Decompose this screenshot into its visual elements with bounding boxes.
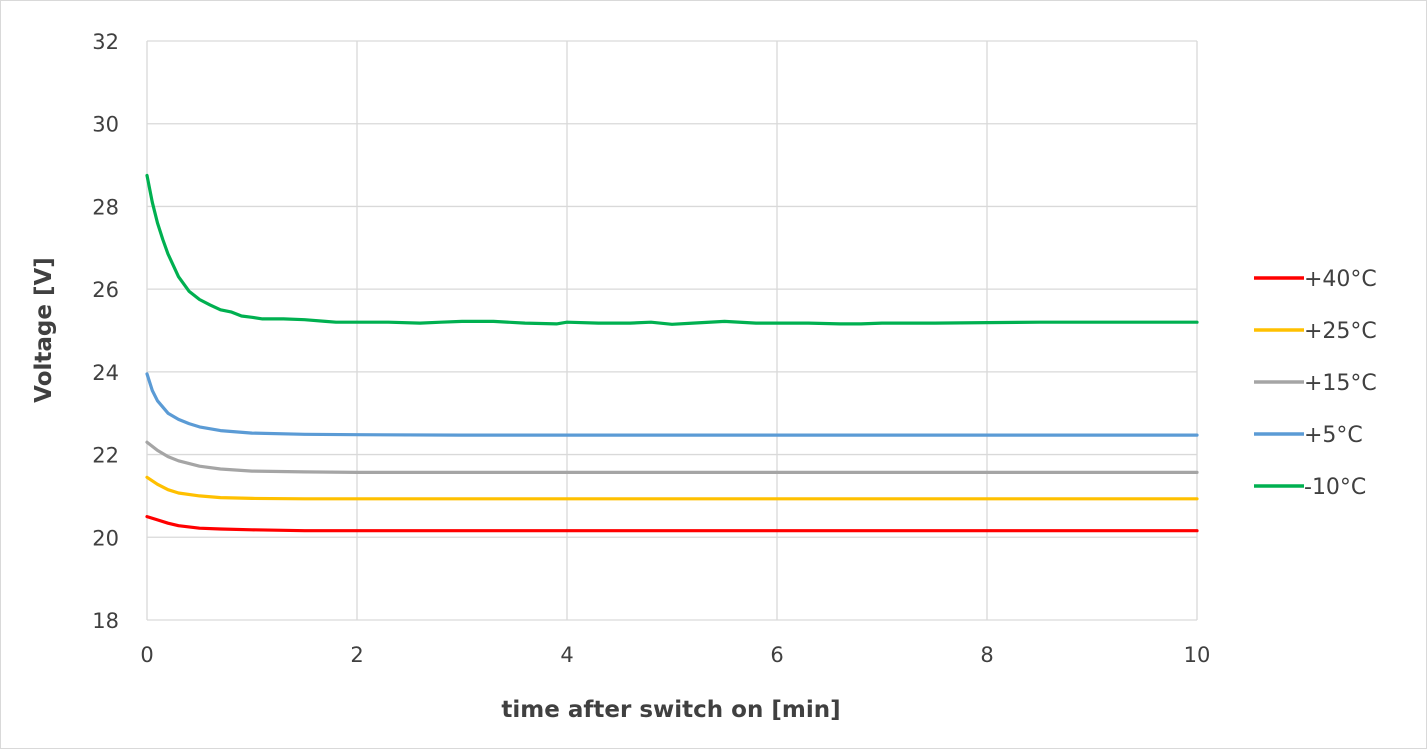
- x-tick-label: 2: [350, 643, 363, 667]
- y-tick-label: 24: [92, 361, 119, 385]
- y-tick-label: 22: [92, 444, 119, 468]
- series-line-4: [145, 173, 1199, 326]
- series-line-1: [145, 475, 1199, 501]
- y-tick-label: 32: [92, 30, 119, 54]
- legend: +40°C +25°C +15°C +5°C -10°C: [1254, 267, 1377, 500]
- gridlines: [146, 40, 1198, 621]
- x-tick-label: 8: [980, 643, 993, 667]
- series-line-2: [145, 440, 1199, 474]
- series-lines: [145, 173, 1199, 533]
- x-tick-label: 4: [560, 643, 573, 667]
- legend-item: +15°C: [1254, 371, 1377, 396]
- y-tick-label: 26: [92, 278, 119, 302]
- legend-label: -10°C: [1304, 475, 1366, 500]
- series-line-0: [145, 514, 1199, 533]
- legend-label: +5°C: [1304, 423, 1363, 448]
- x-axis-ticks: 0 2 4 6 8 10: [140, 643, 1210, 667]
- y-tick-label: 20: [92, 526, 119, 550]
- y-tick-label: 30: [92, 113, 119, 137]
- y-tick-label: 18: [92, 609, 119, 633]
- legend-item: +40°C: [1254, 267, 1377, 292]
- x-tick-label: 6: [770, 643, 783, 667]
- legend-label: +40°C: [1304, 267, 1377, 292]
- x-tick-label: 0: [140, 643, 153, 667]
- legend-item: -10°C: [1254, 475, 1366, 500]
- legend-label: +15°C: [1304, 371, 1377, 396]
- series-line-3: [145, 372, 1199, 437]
- legend-item: +25°C: [1254, 319, 1377, 344]
- x-tick-label: 10: [1184, 643, 1211, 667]
- legend-item: +5°C: [1254, 423, 1363, 448]
- legend-label: +25°C: [1304, 319, 1377, 344]
- y-axis-title: Voltage [V]: [31, 257, 57, 403]
- y-tick-label: 28: [92, 195, 119, 219]
- x-axis-title: time after switch on [min]: [501, 697, 840, 723]
- y-axis-ticks: 18 20 22 24 26 28 30 32: [92, 30, 119, 633]
